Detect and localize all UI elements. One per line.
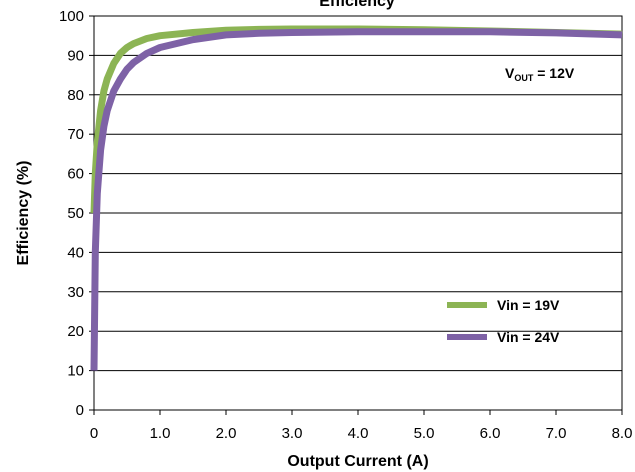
legend-label-1: Vin = 19V — [497, 297, 560, 313]
y-tick-label: 80 — [67, 87, 84, 104]
y-tick-label: 90 — [67, 47, 84, 64]
chart-title: Efficiency — [319, 0, 395, 10]
y-tick-label: 0 — [76, 402, 84, 419]
legend: Vin = 19V Vin = 24V — [447, 297, 560, 345]
series-lines — [90, 25, 623, 371]
series-line-2 — [90, 28, 623, 371]
grid-lines — [94, 54, 622, 372]
y-tick-label: 100 — [59, 8, 84, 25]
x-tick-label: 4.0 — [348, 425, 369, 442]
x-tick-label: 3.0 — [282, 425, 303, 442]
x-tick-label: 0 — [90, 425, 98, 442]
vout-annotation-prefix: V — [505, 65, 515, 81]
y-tick-label: 40 — [67, 244, 84, 261]
y-tick-label: 70 — [67, 126, 84, 143]
x-tick-label: 7.0 — [546, 425, 567, 442]
y-tick-label: 60 — [67, 166, 84, 183]
y-tick-label: 30 — [67, 284, 84, 301]
x-tick-label: 6.0 — [480, 425, 501, 442]
x-tick-label: 5.0 — [414, 425, 435, 442]
x-tick-label: 2.0 — [216, 425, 237, 442]
x-axis-title: Output Current (A) — [287, 453, 428, 470]
y-tick-label: 50 — [67, 205, 84, 222]
x-tick-label: 8.0 — [612, 425, 633, 442]
y-tick-label: 20 — [67, 323, 84, 340]
x-tick-label: 1.0 — [150, 425, 171, 442]
vout-annotation: VOUT = 12V — [505, 65, 575, 83]
y-axis-title: Efficiency (%) — [15, 161, 32, 266]
legend-label-2: Vin = 24V — [497, 329, 560, 345]
y-tick-label: 10 — [67, 363, 84, 380]
y-axis-ticks: 0 10 20 30 40 50 60 70 80 90 100 — [59, 8, 94, 419]
vout-annotation-subscript: OUT — [514, 73, 534, 83]
vout-annotation-suffix: = 12V — [533, 65, 575, 81]
x-axis-ticks: 0 1.0 2.0 3.0 4.0 5.0 6.0 7.0 8.0 — [90, 410, 633, 442]
